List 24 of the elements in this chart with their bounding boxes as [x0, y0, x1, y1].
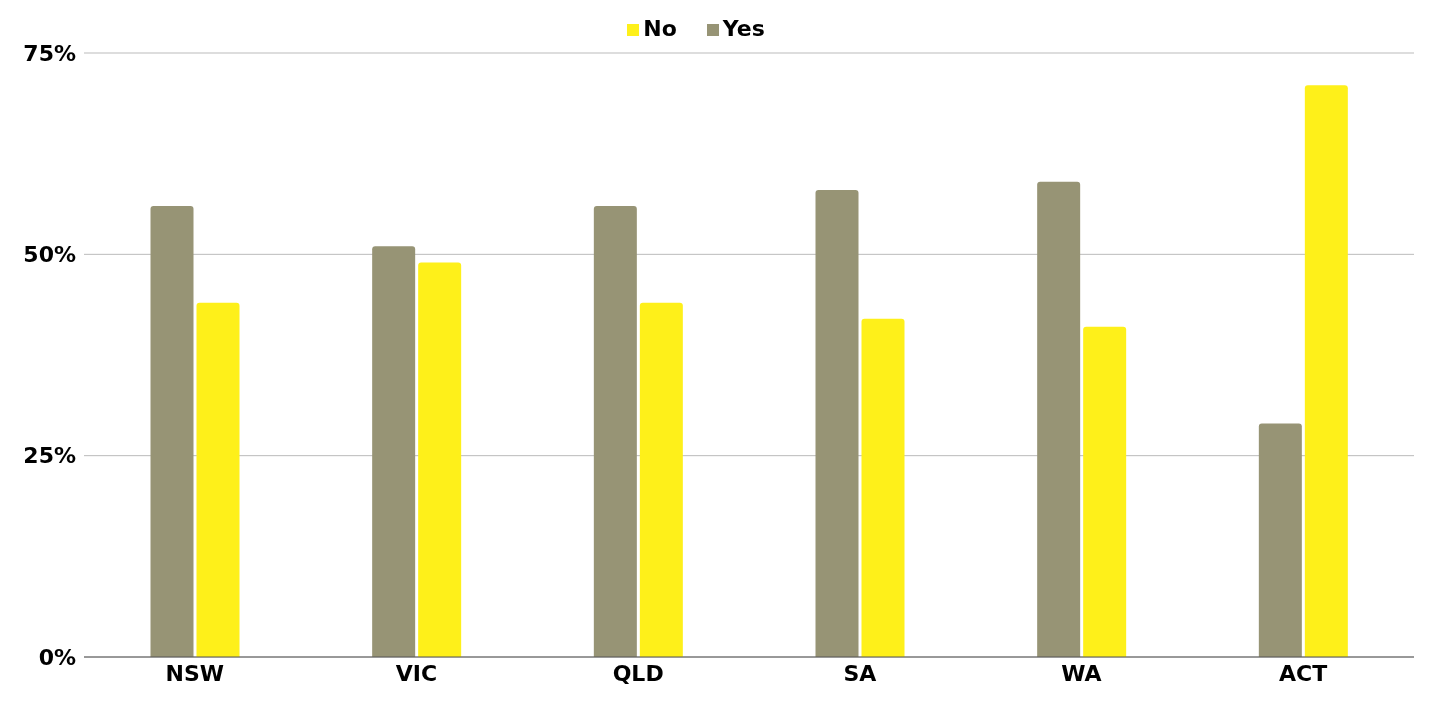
x-tick-label: QLD: [612, 660, 664, 686]
bar: [150, 206, 194, 657]
x-tick-label: VIC: [395, 660, 438, 686]
bar: [1083, 326, 1127, 657]
x-tick-label: SA: [843, 660, 877, 686]
x-tick-label: ACT: [1279, 660, 1328, 686]
bar: [593, 206, 637, 657]
legend-label: Yes: [722, 16, 765, 41]
y-tick-label: 75%: [23, 40, 76, 66]
legend-label: No: [643, 16, 677, 41]
bar: [1258, 423, 1302, 657]
y-tick-label: 25%: [23, 443, 76, 469]
x-tick-label: WA: [1061, 660, 1102, 686]
bar: [815, 189, 859, 657]
bar: [1037, 181, 1081, 657]
bar: [372, 246, 416, 657]
bar: [639, 302, 683, 657]
bar: [196, 302, 240, 657]
bar: [418, 262, 462, 657]
x-tick-label: NSW: [165, 660, 225, 686]
y-tick-label: 50%: [23, 242, 76, 268]
y-tick-label: 0%: [38, 644, 76, 670]
bar: [1304, 85, 1348, 657]
bar: [861, 318, 905, 657]
